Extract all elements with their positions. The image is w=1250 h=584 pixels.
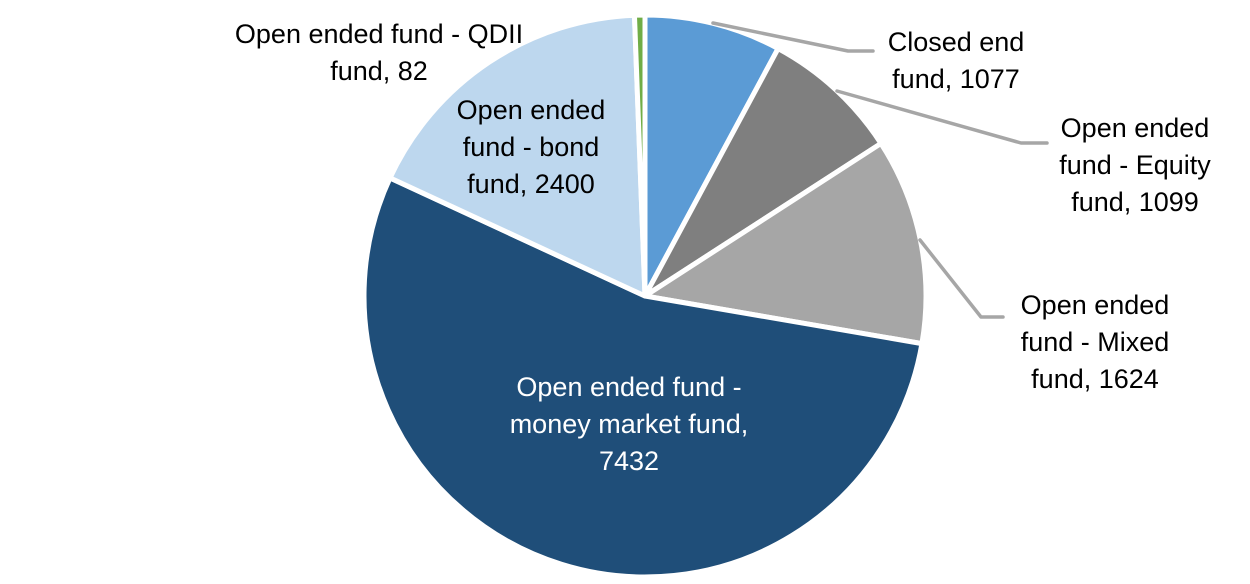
leader-line-closed-end-fund	[711, 21, 875, 53]
data-label-line: Open ended	[456, 95, 606, 125]
data-label-closed-end-fund: Closed end fund, 1077	[888, 24, 1025, 98]
data-label-money-market-fund: Open ended fund - money market fund, 7432	[510, 369, 749, 480]
data-label-line: Open ended fund - QDII	[234, 19, 524, 49]
data-label-line: fund - bond	[462, 132, 600, 162]
data-label-line: fund - Mixed	[1020, 327, 1170, 357]
pie-slice-qdii-fund	[631, 12, 648, 299]
data-label-line: Open ended fund -	[516, 372, 742, 402]
leader-line-equity-fund	[835, 89, 1049, 145]
data-label-line: 7432	[598, 446, 660, 476]
data-label-line: fund, 1077	[892, 64, 1020, 94]
data-label-equity-fund: Open ended fund - Equity fund, 1099	[1059, 110, 1211, 221]
data-label-line: Closed end	[887, 27, 1025, 57]
data-label-line: money market fund,	[509, 409, 749, 439]
data-label-bond-fund: Open ended fund - bond fund, 2400	[457, 92, 606, 203]
data-label-line: fund, 1099	[1071, 187, 1199, 217]
data-label-qdii-fund: Open ended fund - QDII fund, 82	[235, 16, 523, 90]
pie-slice-money-market-fund	[361, 175, 925, 580]
leader-line-mixed-fund	[918, 238, 1005, 319]
data-label-line: fund, 1624	[1031, 364, 1159, 394]
data-label-line: Open ended	[1020, 290, 1170, 320]
pie-slice-equity-fund	[642, 46, 884, 299]
data-label-line: fund - Equity	[1059, 150, 1211, 180]
pie-slice-bond-fund	[387, 12, 648, 299]
data-label-mixed-fund: Open ended fund - Mixed fund, 1624	[1021, 287, 1170, 398]
data-label-line: fund, 82	[330, 56, 428, 86]
data-label-line: Open ended	[1060, 113, 1210, 143]
data-label-line: fund, 2400	[467, 169, 595, 199]
